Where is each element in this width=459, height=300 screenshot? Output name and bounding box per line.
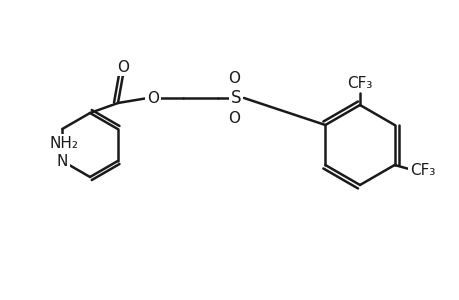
Text: O: O [228,70,240,86]
Text: CF₃: CF₃ [347,76,372,91]
Text: O: O [228,110,240,125]
Text: CF₃: CF₃ [409,163,434,178]
Text: NH₂: NH₂ [50,136,78,151]
Text: O: O [147,91,159,106]
Text: S: S [230,89,241,107]
Text: O: O [117,59,129,74]
Text: N: N [56,154,68,169]
